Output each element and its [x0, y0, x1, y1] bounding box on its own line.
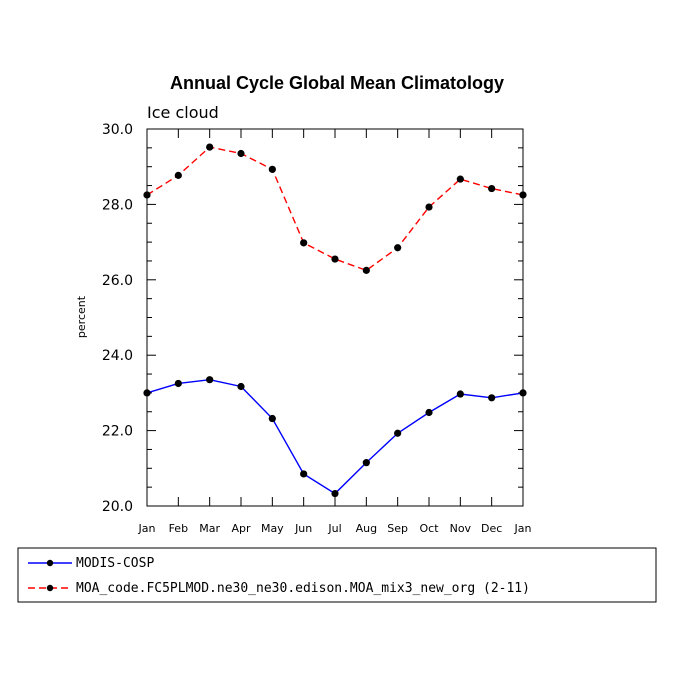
series-1-point	[237, 149, 245, 158]
series-layer	[143, 143, 527, 498]
x-axis-ticks: Jan Feb Mar Apr May Jun Jul Aug Sep Oct Nov Dec Jan	[138, 129, 532, 535]
x-tick-label: Jun	[294, 522, 312, 535]
series-1-point	[331, 255, 339, 263]
x-tick-label: Jan	[138, 522, 156, 535]
x-tick-label: Jul	[327, 522, 341, 535]
x-tick-label: Aug	[356, 522, 377, 535]
series-1-point	[456, 175, 464, 183]
series-1-point	[488, 184, 496, 193]
series-0-point	[394, 429, 402, 437]
y-tick-label: 30.0	[102, 122, 133, 138]
x-tick-label: Apr	[231, 522, 251, 535]
series-1-point	[362, 266, 370, 274]
series-1-point	[300, 239, 308, 247]
series-0-point	[456, 390, 464, 398]
chart-title: Annual Cycle Global Mean Climatology	[170, 73, 504, 93]
series-1-point	[394, 244, 402, 252]
series-line-1	[146, 146, 524, 272]
series-1-point	[425, 203, 433, 211]
y-tick-label: 28.0	[102, 197, 133, 213]
y-tick-label: 20.0	[102, 499, 133, 515]
series-0-point	[268, 414, 276, 423]
series-0-point	[237, 382, 245, 391]
x-tick-label: Nov	[450, 522, 472, 535]
series-line-0	[146, 378, 524, 495]
legend-label-moa: MOA_code.FC5PLMOD.ne30_ne30.edison.MOA_m…	[76, 581, 530, 596]
x-tick-label: Mar	[199, 522, 220, 535]
x-tick-label: Feb	[169, 522, 188, 535]
legend-marker-moa	[46, 584, 54, 592]
x-tick-label: Dec	[481, 522, 502, 535]
y-tick-label: 24.0	[102, 348, 133, 364]
y-tick-label: 22.0	[102, 424, 133, 440]
y-axis-label: percent	[75, 295, 88, 338]
chart-subtitle: Ice cloud	[147, 103, 219, 122]
minor-ticks	[147, 147, 523, 488]
series-1-point	[206, 143, 214, 151]
series-1-point	[268, 165, 276, 173]
series-0-point	[206, 376, 214, 384]
series-1-point	[174, 171, 182, 179]
x-tick-label: Oct	[419, 522, 439, 535]
series-0-point	[488, 394, 496, 402]
series-0-point	[362, 459, 370, 467]
legend: MODIS-COSP MOA_code.FC5PLMOD.ne30_ne30.e…	[17, 547, 657, 603]
series-0-point	[174, 379, 182, 388]
series-0-point	[331, 489, 339, 498]
y-axis-ticks: 20.0 22.0 24.0 26.0 28.0 30.0	[102, 122, 523, 515]
x-tick-label: Jan	[514, 522, 532, 535]
plot-frame	[146, 128, 524, 507]
series-0-point	[300, 470, 308, 478]
legend-label-modis: MODIS-COSP	[76, 556, 154, 571]
legend-box	[17, 547, 657, 603]
x-tick-label: Sep	[387, 522, 408, 535]
legend-marker-modis	[46, 559, 54, 567]
x-tick-label: May	[261, 522, 284, 535]
y-tick-label: 26.0	[102, 273, 133, 289]
series-0-point	[425, 408, 433, 417]
